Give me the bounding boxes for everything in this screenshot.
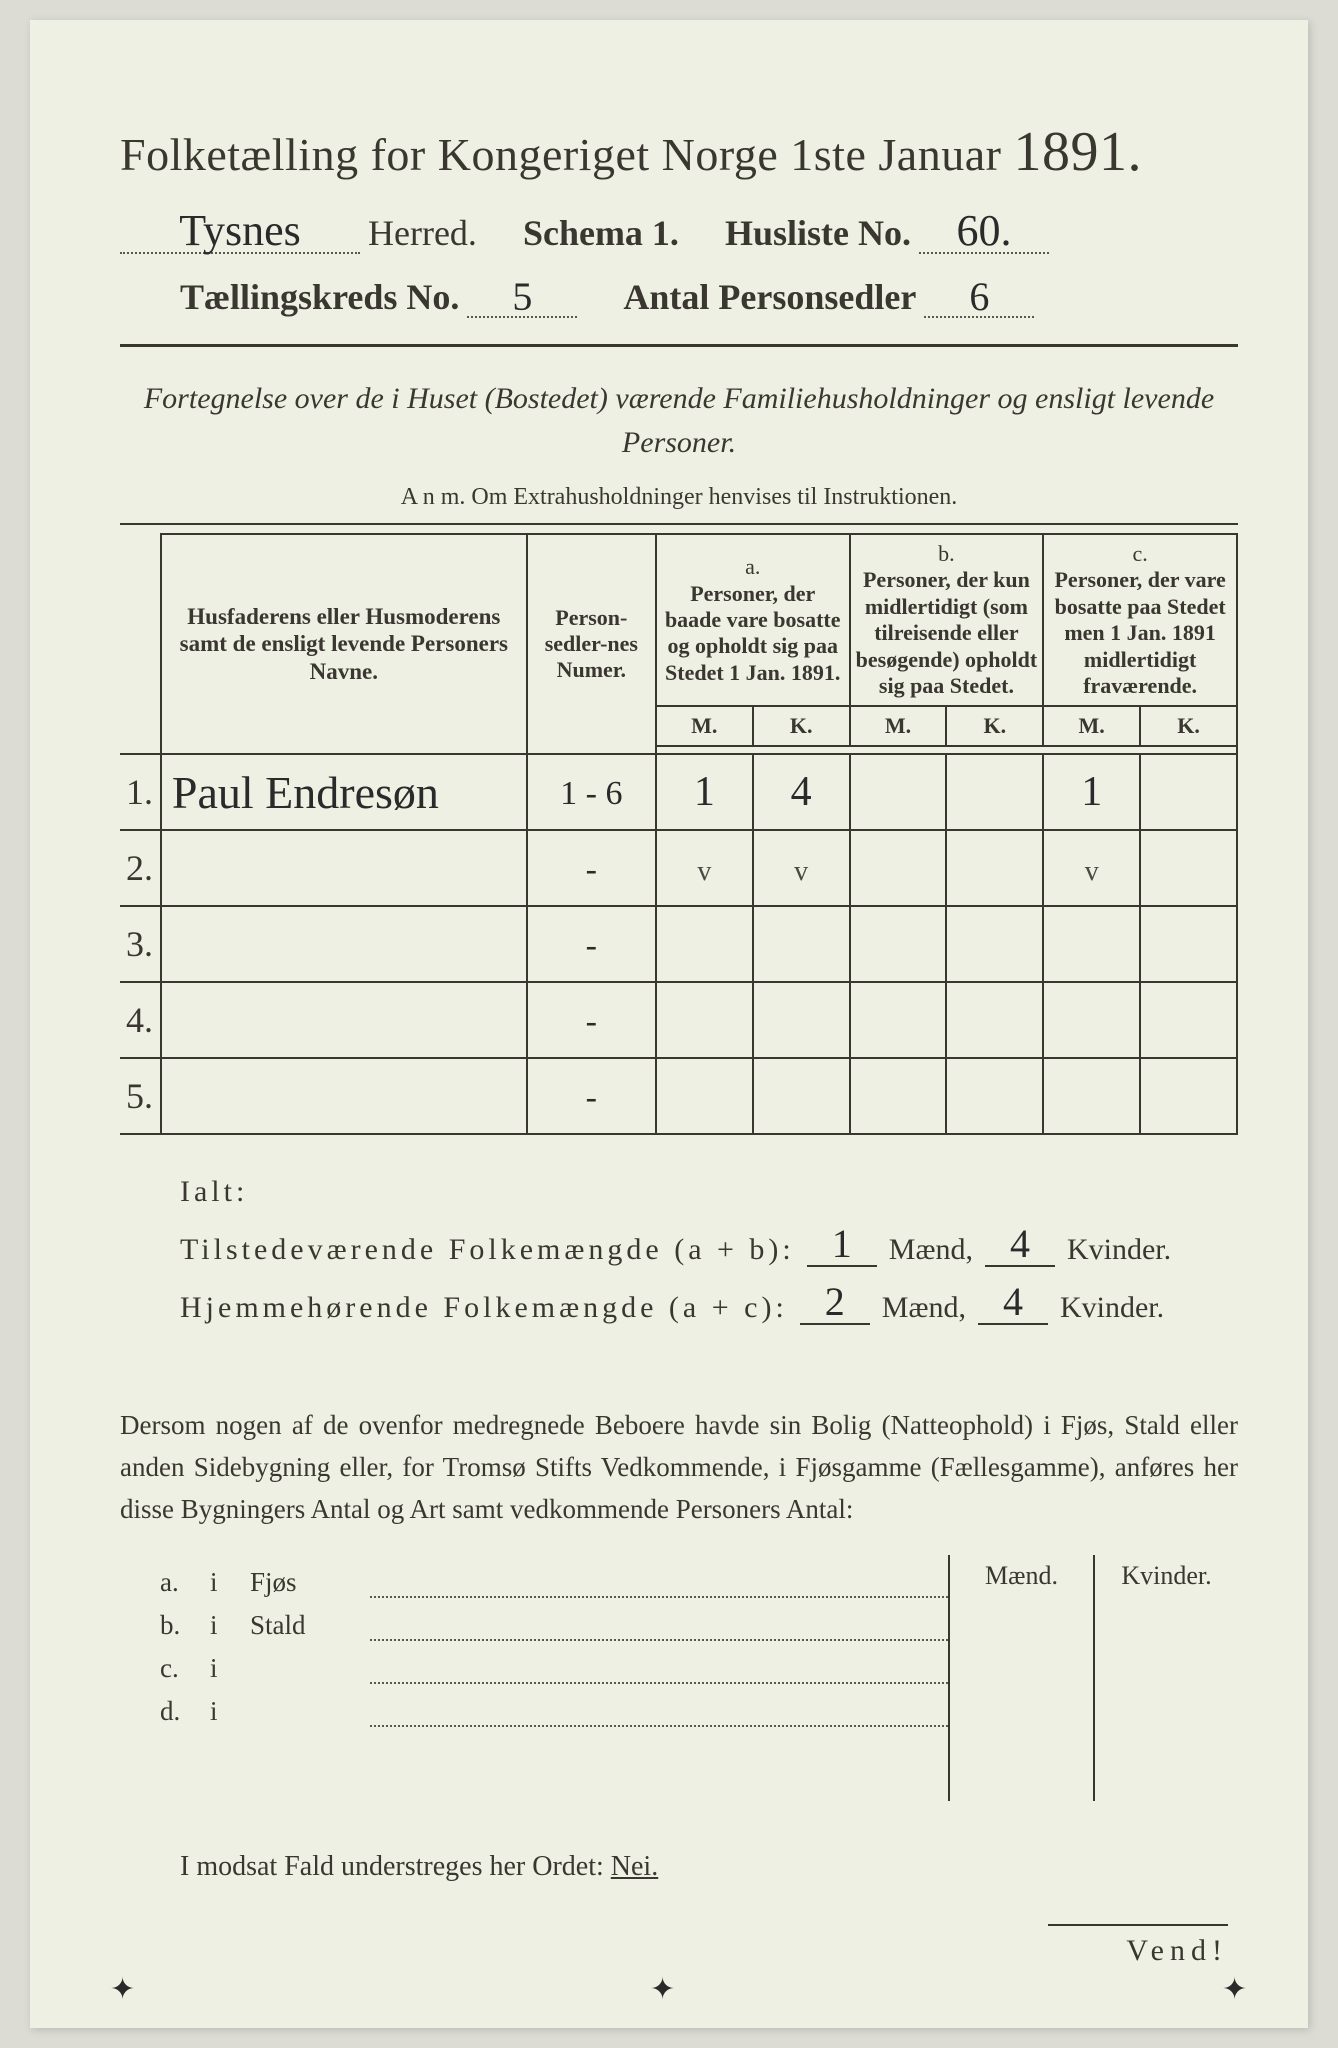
- table-row: 2.-vvv: [120, 830, 1237, 906]
- tilstede-k-field: 4: [985, 1227, 1055, 1267]
- totals-block: Ialt: Tilstedeværende Folkemængde (a + b…: [180, 1175, 1238, 1325]
- sidebygning-option: c.i: [160, 1653, 948, 1684]
- hjemme-k-field: 4: [978, 1285, 1048, 1325]
- col-c-k: K.: [1140, 706, 1237, 746]
- household-table: Husfaderens eller Husmoderens samt de en…: [120, 533, 1238, 1135]
- nei-pre: I modsat Fald understreges her Ordet:: [180, 1851, 604, 1882]
- antal-value: 6: [969, 273, 989, 320]
- vend-label: Vend!: [1048, 1924, 1228, 1968]
- sidebygning-option: b.iStald: [160, 1610, 948, 1641]
- husliste-field: 60.: [919, 216, 1049, 254]
- col-a-k: K.: [753, 706, 850, 746]
- table-row: 1.Paul Endresøn1 - 6141: [120, 754, 1237, 830]
- ialt-label: Ialt:: [180, 1175, 1238, 1209]
- antal-field: 6: [924, 280, 1034, 318]
- anm-note: A n m. Om Extrahusholdninger henvises ti…: [120, 484, 1238, 511]
- kvinder-box: Kvinder.: [1093, 1555, 1238, 1801]
- kvinder-label: Kvinder.: [1067, 1233, 1171, 1267]
- col-b-m: M.: [850, 706, 947, 746]
- totals-hjemme: Hjemmehørende Folkemængde (a + c): 2 Mæn…: [180, 1285, 1238, 1325]
- page-title: Folketælling for Kongeriget Norge 1ste J…: [120, 120, 1238, 184]
- herred-line: Tysnes Herred. Schema 1. Husliste No. 60…: [120, 212, 1238, 254]
- husliste-value: 60.: [956, 205, 1011, 256]
- col-b: b. Personer, der kun midlertidigt (som t…: [850, 534, 1044, 706]
- herred-label: Herred.: [368, 212, 477, 254]
- antal-label: Antal Personsedler: [623, 276, 916, 318]
- nei-line: I modsat Fald understreges her Ordet: Ne…: [180, 1851, 1238, 1883]
- tilstede-label: Tilstedeværende Folkemængde (a + b):: [180, 1233, 795, 1267]
- census-form-page: Folketælling for Kongeriget Norge 1ste J…: [30, 20, 1308, 2028]
- col-a-m: M.: [656, 706, 753, 746]
- maend-label: Mænd,: [889, 1233, 973, 1267]
- table-row: 5.-: [120, 1058, 1237, 1134]
- pin-icon: ✦: [110, 1972, 136, 1998]
- tilstede-m-field: 1: [807, 1227, 877, 1267]
- maend-label: Mænd,: [882, 1291, 966, 1325]
- title-year: 1891.: [1013, 121, 1142, 183]
- herred-value: Tysnes: [179, 205, 301, 256]
- kreds-line: Tællingskreds No. 5 Antal Personsedler 6: [180, 276, 1238, 318]
- kvinder-label: Kvinder.: [1060, 1291, 1164, 1325]
- sidebygning-counts: Mænd. Kvinder.: [948, 1555, 1238, 1801]
- content: Folketælling for Kongeriget Norge 1ste J…: [120, 120, 1238, 1883]
- sidebygning-option: d.i: [160, 1696, 948, 1727]
- divider: [120, 344, 1238, 347]
- kreds-label: Tællingskreds No.: [180, 276, 459, 318]
- table-row: 4.-: [120, 982, 1237, 1058]
- subtitle: Fortegnelse over de i Huset (Bostedet) v…: [120, 377, 1238, 464]
- col-name: Husfaderens eller Husmoderens samt de en…: [161, 534, 527, 754]
- divider: [120, 523, 1238, 525]
- schema-label: Schema 1.: [523, 212, 679, 254]
- col-c: c. Personer, der vare bosatte paa Stedet…: [1043, 534, 1237, 706]
- pin-icon: ✦: [1222, 1972, 1248, 1998]
- col-b-k: K.: [946, 706, 1043, 746]
- sidebygning-options: a.iFjøs b.iStald c.i d.i: [120, 1555, 948, 1801]
- kreds-field: 5: [467, 280, 577, 318]
- hjemme-label: Hjemmehørende Folkemængde (a + c):: [180, 1291, 788, 1325]
- nei-word: Nei.: [611, 1851, 658, 1882]
- sidebygning-table: a.iFjøs b.iStald c.i d.i Mænd. Kvinder.: [120, 1555, 1238, 1801]
- sidebygning-option: a.iFjøs: [160, 1567, 948, 1598]
- sidebygning-paragraph: Dersom nogen af de ovenfor medregnede Be…: [120, 1405, 1238, 1531]
- kreds-value: 5: [512, 273, 532, 320]
- col-a: a. Personer, der baade vare bosatte og o…: [656, 534, 850, 706]
- title-text: Folketælling for Kongeriget Norge 1ste J…: [120, 129, 1001, 180]
- husliste-label: Husliste No.: [725, 212, 911, 254]
- maend-box: Mænd.: [948, 1555, 1093, 1801]
- col-c-m: M.: [1043, 706, 1140, 746]
- hjemme-m-field: 2: [800, 1285, 870, 1325]
- herred-field: Tysnes: [120, 216, 360, 254]
- table-row: 3.-: [120, 906, 1237, 982]
- totals-tilstede: Tilstedeværende Folkemængde (a + b): 1 M…: [180, 1227, 1238, 1267]
- col-nr: Person-sedler-nes Numer.: [527, 534, 656, 754]
- pin-icon: ✦: [650, 1972, 676, 1998]
